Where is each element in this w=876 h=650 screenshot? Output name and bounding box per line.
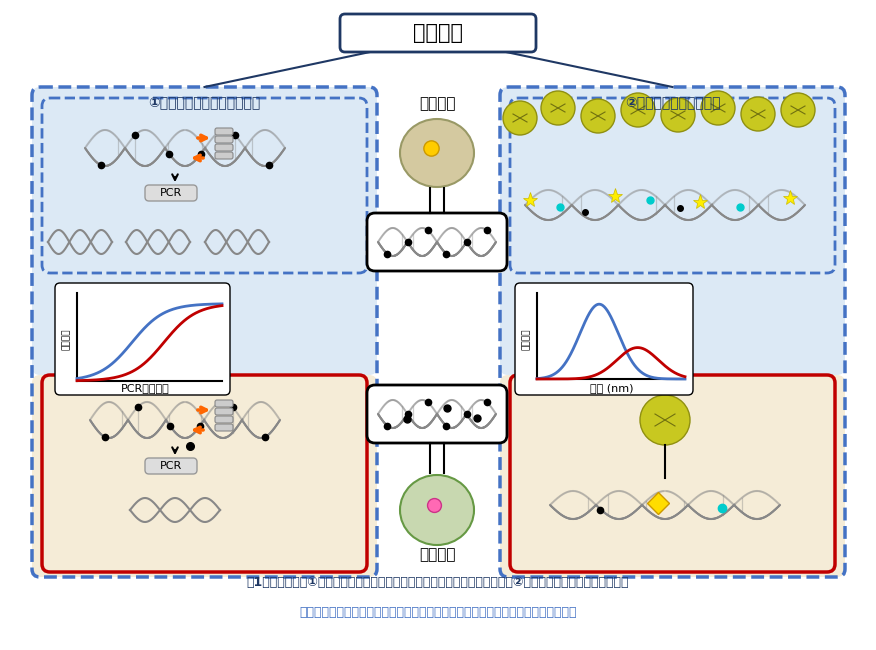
Text: 正常細胞: 正常細胞 xyxy=(419,96,456,112)
FancyBboxPatch shape xyxy=(367,213,507,271)
Circle shape xyxy=(701,91,735,125)
FancyBboxPatch shape xyxy=(42,98,367,273)
FancyBboxPatch shape xyxy=(32,87,377,375)
Text: ②ゲノムのメチル化検出: ②ゲノムのメチル化検出 xyxy=(625,95,720,109)
Text: PCRサイクル: PCRサイクル xyxy=(121,383,170,393)
Text: 波長 (nm): 波長 (nm) xyxy=(590,383,633,393)
FancyBboxPatch shape xyxy=(145,185,197,201)
FancyBboxPatch shape xyxy=(215,408,233,415)
Circle shape xyxy=(503,101,537,135)
FancyBboxPatch shape xyxy=(500,375,845,577)
Circle shape xyxy=(741,97,775,131)
FancyBboxPatch shape xyxy=(215,400,233,407)
FancyBboxPatch shape xyxy=(510,98,835,273)
Text: これらの方法を組み合わせることにより、より正確ながん診断が可能になります。: これらの方法を組み合わせることにより、より正確ながん診断が可能になります。 xyxy=(300,606,576,619)
Circle shape xyxy=(661,98,695,132)
FancyBboxPatch shape xyxy=(215,416,233,423)
FancyBboxPatch shape xyxy=(515,283,693,395)
FancyBboxPatch shape xyxy=(510,375,835,572)
FancyBboxPatch shape xyxy=(340,14,536,52)
FancyBboxPatch shape xyxy=(145,458,197,474)
FancyBboxPatch shape xyxy=(32,375,377,577)
Circle shape xyxy=(640,395,690,445)
Text: PCR: PCR xyxy=(160,461,182,471)
Text: がん細胞: がん細胞 xyxy=(419,547,456,562)
Circle shape xyxy=(581,99,615,133)
Text: 蛍光強度: 蛍光強度 xyxy=(521,328,531,350)
FancyBboxPatch shape xyxy=(55,283,230,395)
Circle shape xyxy=(621,93,655,127)
FancyBboxPatch shape xyxy=(215,128,233,135)
Text: PCR: PCR xyxy=(160,188,182,198)
Text: 蛍光強度: 蛍光強度 xyxy=(61,328,70,350)
FancyBboxPatch shape xyxy=(215,136,233,143)
Ellipse shape xyxy=(400,119,474,187)
FancyBboxPatch shape xyxy=(215,152,233,159)
Circle shape xyxy=(541,91,575,125)
Circle shape xyxy=(781,93,815,127)
FancyBboxPatch shape xyxy=(500,87,845,375)
FancyBboxPatch shape xyxy=(215,424,233,431)
Text: がん診断: がん診断 xyxy=(413,23,463,43)
FancyBboxPatch shape xyxy=(42,375,367,572)
Ellipse shape xyxy=(400,475,474,545)
FancyBboxPatch shape xyxy=(215,144,233,151)
Text: 図1：開発済みの①がん遺伝子のメチル化レベル測定法と、本研究で開発した②ゲノムのメチル化レベル測定法: 図1：開発済みの①がん遺伝子のメチル化レベル測定法と、本研究で開発した②ゲノムの… xyxy=(247,577,629,590)
FancyBboxPatch shape xyxy=(367,385,507,443)
Text: ①がん遺伝子のメチル化検出: ①がん遺伝子のメチル化検出 xyxy=(148,95,261,109)
